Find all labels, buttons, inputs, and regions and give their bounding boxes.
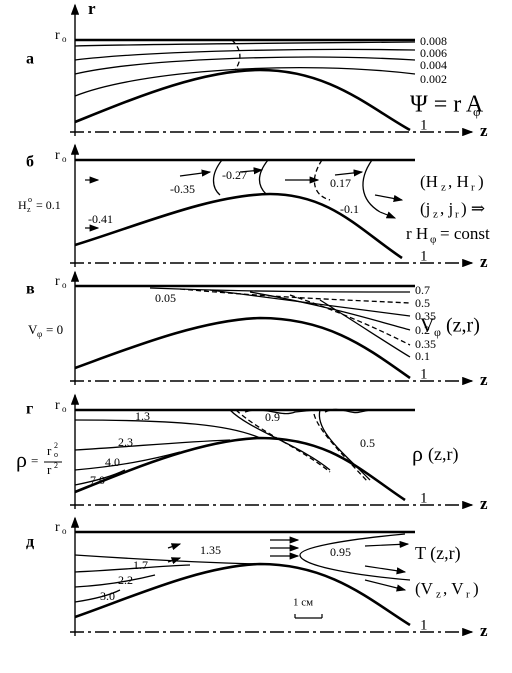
contour-label: (H [420, 172, 438, 191]
r0-label: r [55, 398, 60, 413]
contour-label: 0.17 [330, 176, 351, 190]
contour-label: , j [440, 199, 453, 218]
contour-label: z [433, 209, 438, 221]
panel-letter: д [26, 534, 34, 551]
contour-label: φ [434, 325, 441, 339]
contour-label: ρ [412, 441, 423, 466]
r0-label: r [55, 520, 60, 535]
contour-label: r [47, 462, 52, 477]
contour-label: H [18, 198, 27, 212]
end-label: 1 [420, 490, 428, 506]
contour-label: , H [448, 172, 469, 191]
contour-label: = 0.1 [36, 198, 61, 212]
r0-subscript: o [62, 154, 67, 164]
contour-label: V [420, 315, 435, 337]
curves [44, 39, 416, 627]
contour-label: 1.7 [133, 558, 148, 572]
r0-label: r [55, 28, 60, 43]
contour-label: = const [440, 224, 490, 243]
contour-label: (z,r) [428, 444, 458, 465]
contour-label: 0.006 [420, 46, 447, 60]
contour-label: o [28, 195, 32, 204]
panel-letter: а [26, 51, 34, 68]
contour-label: 1.35 [200, 543, 221, 557]
contour-label: 2.3 [118, 435, 133, 449]
r0-label: r [55, 274, 60, 289]
contour-label: r [471, 182, 475, 194]
contour-label: 0.5 [415, 296, 430, 310]
contour-label: r [466, 589, 470, 601]
contour-label: 2 [54, 441, 58, 450]
panel-letter: в [26, 281, 35, 298]
panel-letter: б [26, 154, 34, 171]
end-label: 1 [420, 117, 428, 133]
r0-subscript: o [62, 526, 67, 536]
z-label: z [480, 252, 488, 271]
contour-label: 0.9 [265, 410, 280, 424]
r0-subscript: o [62, 280, 67, 290]
contour-label: -0.27 [222, 168, 247, 182]
contour-label: r [47, 443, 52, 458]
contour-label: , V [443, 579, 464, 598]
contour-label: 7.0 [90, 473, 105, 487]
contour-label: 1 см [293, 597, 313, 609]
contour-label: φ [37, 329, 42, 339]
axis-r-label: r [88, 0, 96, 18]
contour-label: 0.1 [415, 349, 430, 363]
contour-label: 0.35 [415, 337, 436, 351]
contour-label: z [27, 205, 31, 214]
contour-label: 0.5 [360, 436, 375, 450]
contour-label: φ [473, 104, 481, 119]
contour-label: r H [406, 224, 428, 243]
contour-label: 2 [54, 461, 58, 470]
r0-label: r [55, 148, 60, 163]
contour-label: -0.41 [88, 212, 113, 226]
r0-subscript: o [62, 404, 67, 414]
contour-label: (z,r) [446, 315, 480, 337]
contour-label: 3.0 [100, 589, 115, 603]
panel-letter: г [26, 401, 33, 418]
contour-label: (V [415, 579, 434, 598]
contour-label: ρ [16, 447, 27, 472]
contour-label: 2.2 [118, 573, 133, 587]
contour-label: = [31, 453, 38, 468]
contour-label: z [436, 589, 441, 601]
contour-label: 0.35 [415, 309, 436, 323]
contour-label: ) [473, 579, 479, 598]
contour-label: (j [420, 199, 430, 218]
contour-label: 4.0 [105, 455, 120, 469]
end-label: 1 [420, 617, 428, 633]
contour-label: 0.004 [420, 58, 447, 72]
z-label: z [480, 370, 488, 389]
contour-label: z [441, 182, 446, 194]
contour-label: Ψ = r A [410, 92, 484, 118]
contour-label: -0.35 [170, 182, 195, 196]
contour-label: ) [478, 172, 484, 191]
contour-label: φ [430, 234, 436, 246]
contour-label: = 0 [46, 322, 63, 337]
contour-label: 0.7 [415, 283, 430, 297]
contour-label: 0.008 [420, 34, 447, 48]
end-label: 1 [420, 248, 428, 264]
contour-label: o [54, 450, 58, 459]
z-label: z [480, 121, 488, 140]
contour-label: 0.95 [330, 545, 351, 559]
contour-label: T (z,r) [415, 543, 461, 564]
contour-label: -0.1 [340, 202, 359, 216]
contour-label: r [455, 209, 459, 221]
contour-label: 0.05 [155, 291, 176, 305]
contour-label: 0.2 [415, 323, 430, 337]
contour-label: ) ⇒ [461, 199, 485, 218]
z-label: z [480, 621, 488, 640]
contour-label: V [28, 322, 38, 337]
contour-label: 1.3 [135, 409, 150, 423]
contour-label: 0.002 [420, 72, 447, 86]
end-label: 1 [420, 366, 428, 382]
z-label: z [480, 494, 488, 513]
r0-subscript: o [62, 34, 67, 44]
